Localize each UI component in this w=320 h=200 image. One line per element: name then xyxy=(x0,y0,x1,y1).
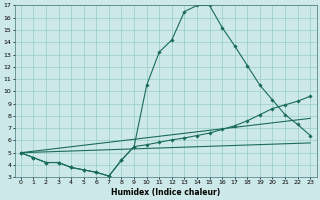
X-axis label: Humidex (Indice chaleur): Humidex (Indice chaleur) xyxy=(111,188,220,197)
